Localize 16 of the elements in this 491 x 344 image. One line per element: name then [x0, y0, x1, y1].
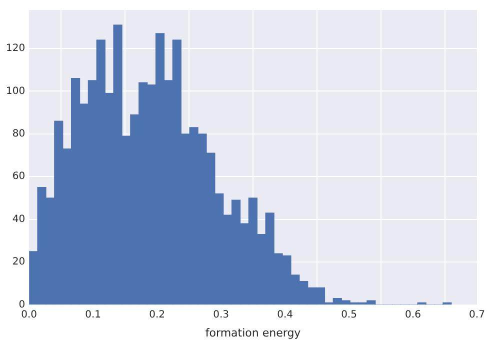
x-tick-label: 0.1	[85, 309, 102, 320]
x-tick-label: 0.4	[277, 309, 293, 320]
y-tick-label: 80	[12, 128, 26, 140]
y-tick-label: 100	[6, 86, 26, 97]
y-tick-label: 120	[6, 43, 26, 54]
x-tick-label: 0.5	[341, 309, 357, 320]
y-tick-label: 40	[12, 214, 26, 225]
x-tick-label: 0.0	[21, 309, 38, 320]
y-tick-label: 0	[18, 299, 26, 310]
x-tick-label: 0.6	[405, 309, 421, 320]
x-tick-label: 0.7	[469, 309, 485, 320]
x-tick-label: 0.3	[213, 309, 230, 320]
y-tick-label: 60	[12, 171, 26, 182]
x-axis-title: formation energy	[205, 326, 302, 340]
y-tick-label: 20	[12, 256, 26, 268]
x-tick-label: 0.2	[149, 309, 166, 320]
